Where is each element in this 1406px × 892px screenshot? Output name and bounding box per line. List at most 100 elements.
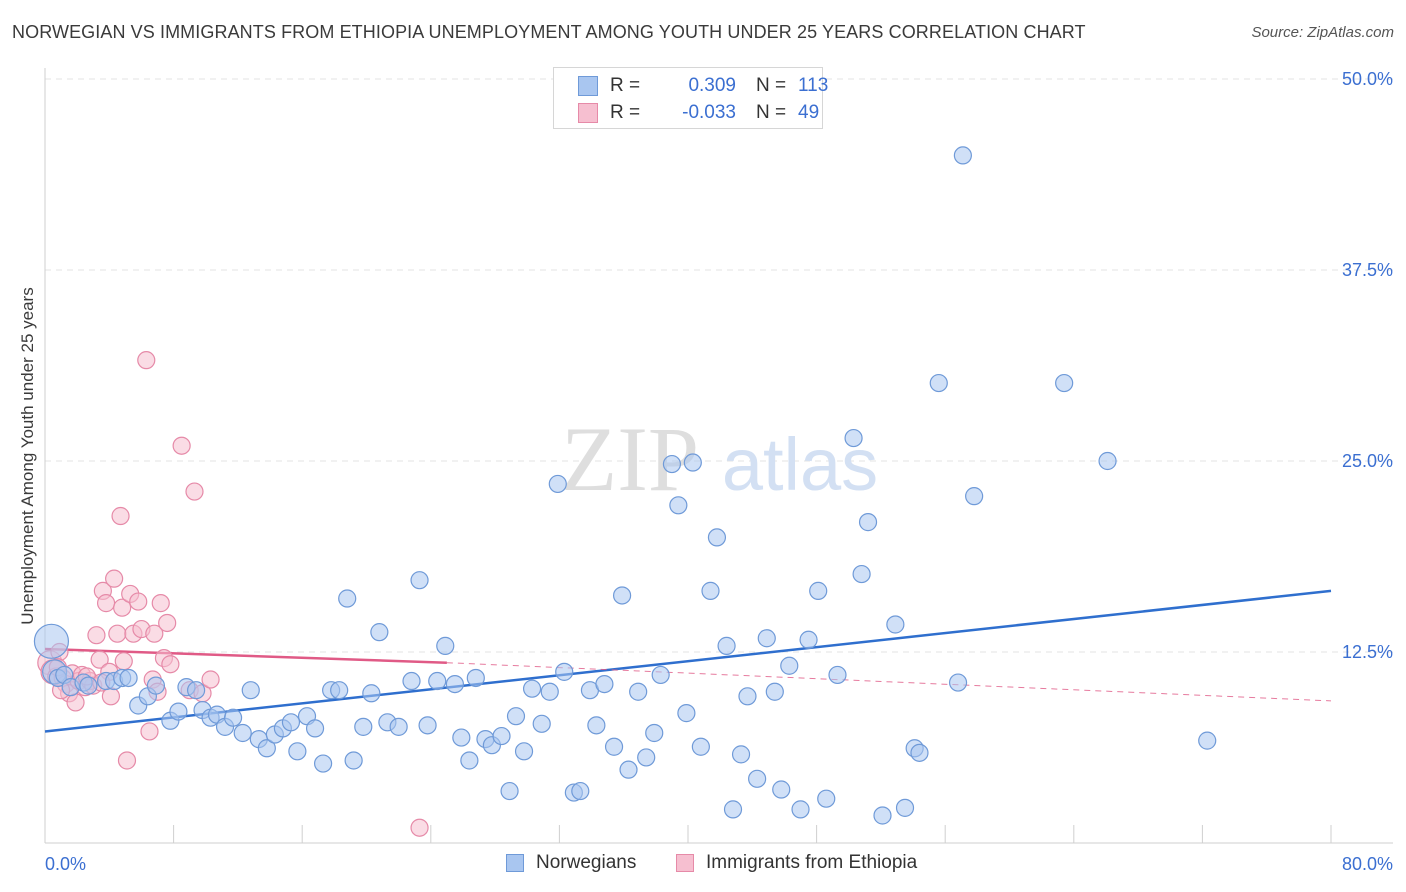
- data-point-ethiopia: [410, 818, 429, 837]
- data-point-norwegians: [637, 748, 656, 767]
- x-tick-label-0: 0.0%: [45, 854, 86, 874]
- x-tick-label-1: 80.0%: [1342, 854, 1393, 874]
- data-point-norwegians: [555, 662, 574, 681]
- data-point-norwegians: [305, 719, 325, 738]
- legend-item-norwegians: Norwegians: [506, 852, 636, 874]
- data-point-norwegians: [799, 630, 818, 649]
- trend-line-norwegians: [44, 589, 1332, 733]
- trend-lines: [44, 589, 1332, 733]
- data-point-norwegians: [772, 780, 791, 799]
- data-point-norwegians: [757, 629, 776, 648]
- data-point-ethiopia: [111, 506, 130, 526]
- data-point-norwegians: [146, 676, 166, 695]
- data-point-norwegians: [629, 682, 648, 701]
- n-value: 113: [798, 75, 829, 96]
- data-point-norwegians: [548, 474, 567, 494]
- data-point-norwegians: [707, 528, 727, 547]
- data-point-norwegians: [288, 742, 307, 761]
- data-point-norwegians: [738, 687, 757, 706]
- data-point-norwegians: [651, 665, 670, 685]
- n-label: N =: [756, 102, 787, 123]
- data-point-norwegians: [701, 581, 720, 600]
- data-point-norwegians: [436, 636, 455, 655]
- data-point-norwegians: [466, 668, 485, 688]
- data-point-norwegians: [500, 781, 519, 801]
- data-point-norwegians: [370, 623, 389, 642]
- data-point-ethiopia: [105, 569, 124, 588]
- data-point-norwegians: [169, 702, 188, 721]
- data-point-ethiopia: [172, 436, 191, 455]
- data-point-norwegians: [910, 743, 929, 762]
- chart-title: NORWEGIAN VS IMMIGRANTS FROM ETHIOPIA UN…: [12, 22, 1086, 42]
- r-value: -0.033: [682, 102, 736, 123]
- r-label: R =: [610, 102, 641, 123]
- data-point-ethiopia: [145, 624, 164, 643]
- data-point-ethiopia: [66, 693, 85, 712]
- data-point-ethiopia: [113, 598, 132, 617]
- trend-line-ethiopia-extension: [446, 662, 1332, 702]
- data-point-ethiopia: [117, 751, 137, 770]
- y-tick-label-2: 37.5%: [1342, 260, 1393, 280]
- data-point-norwegians: [645, 723, 664, 743]
- legend-label: Immigrants from Ethiopia: [706, 852, 918, 873]
- data-point-norwegians: [79, 676, 98, 695]
- legend-swatch-pink: [578, 103, 598, 123]
- data-point-norwegians: [354, 717, 373, 736]
- legend-row-ethiopia: R = -0.033 N = 49: [578, 101, 819, 125]
- data-point-norwegians: [895, 798, 915, 817]
- series-ethiopia: [37, 351, 429, 837]
- data-point-norwegians: [445, 674, 465, 694]
- data-point-norwegians: [683, 453, 702, 472]
- data-point-norwegians: [791, 800, 810, 819]
- data-point-norwegians: [428, 671, 447, 691]
- data-point-norwegians: [1055, 373, 1074, 393]
- data-point-ethiopia: [185, 482, 204, 501]
- n-label: N =: [756, 75, 787, 96]
- data-point-norwegians: [612, 586, 632, 605]
- data-point-ethiopia: [137, 351, 156, 370]
- y-tick-label-1: 25.0%: [1342, 451, 1393, 471]
- data-point-norwegians: [344, 751, 363, 770]
- data-point-norwegians: [765, 682, 784, 701]
- legend-row-norwegians: R = 0.309 N = 113: [578, 74, 828, 98]
- r-value: 0.309: [688, 75, 736, 96]
- data-point-norwegians: [844, 428, 863, 448]
- series-norwegians: [33, 146, 1217, 825]
- data-point-norwegians: [619, 760, 638, 779]
- series-legend: Norwegians Immigrants from Ethiopia: [0, 852, 1406, 878]
- data-point-norwegians: [532, 714, 551, 733]
- data-point-norwegians: [402, 671, 421, 691]
- data-point-norwegians: [748, 769, 767, 788]
- legend-swatch-blue: [506, 854, 524, 872]
- legend-swatch-pink: [676, 854, 694, 872]
- axes: [44, 68, 1393, 844]
- data-point-ethiopia: [90, 650, 109, 669]
- y-tick-label-3: 50.0%: [1342, 69, 1393, 89]
- data-point-norwegians: [953, 146, 972, 165]
- data-point-norwegians: [506, 707, 526, 726]
- data-point-norwegians: [389, 717, 408, 736]
- data-point-ethiopia: [108, 624, 127, 643]
- tick-labels: 12.5% 25.0% 37.5% 50.0% 0.0% 80.0%: [45, 69, 1393, 874]
- legend-label: Norwegians: [536, 852, 637, 873]
- legend-item-ethiopia: Immigrants from Ethiopia: [676, 852, 917, 874]
- gridlines: [45, 78, 1393, 653]
- data-point-norwegians: [571, 781, 590, 801]
- data-point-ethiopia: [96, 594, 116, 613]
- data-point-norwegians: [460, 751, 479, 770]
- data-point-norwegians: [540, 682, 559, 701]
- data-point-norwegians: [362, 684, 381, 703]
- data-point-norwegians: [338, 589, 357, 608]
- data-point-norwegians: [514, 742, 534, 761]
- data-point-ethiopia: [161, 655, 180, 674]
- data-point-ethiopia: [151, 594, 170, 613]
- data-point-ethiopia: [140, 722, 159, 741]
- data-point-norwegians: [257, 739, 276, 758]
- n-value: 49: [798, 102, 820, 123]
- data-point-norwegians: [233, 723, 252, 743]
- data-point-norwegians: [223, 708, 243, 727]
- data-point-norwegians: [330, 681, 349, 700]
- data-point-norwegians: [313, 754, 333, 773]
- data-point-norwegians: [604, 737, 624, 756]
